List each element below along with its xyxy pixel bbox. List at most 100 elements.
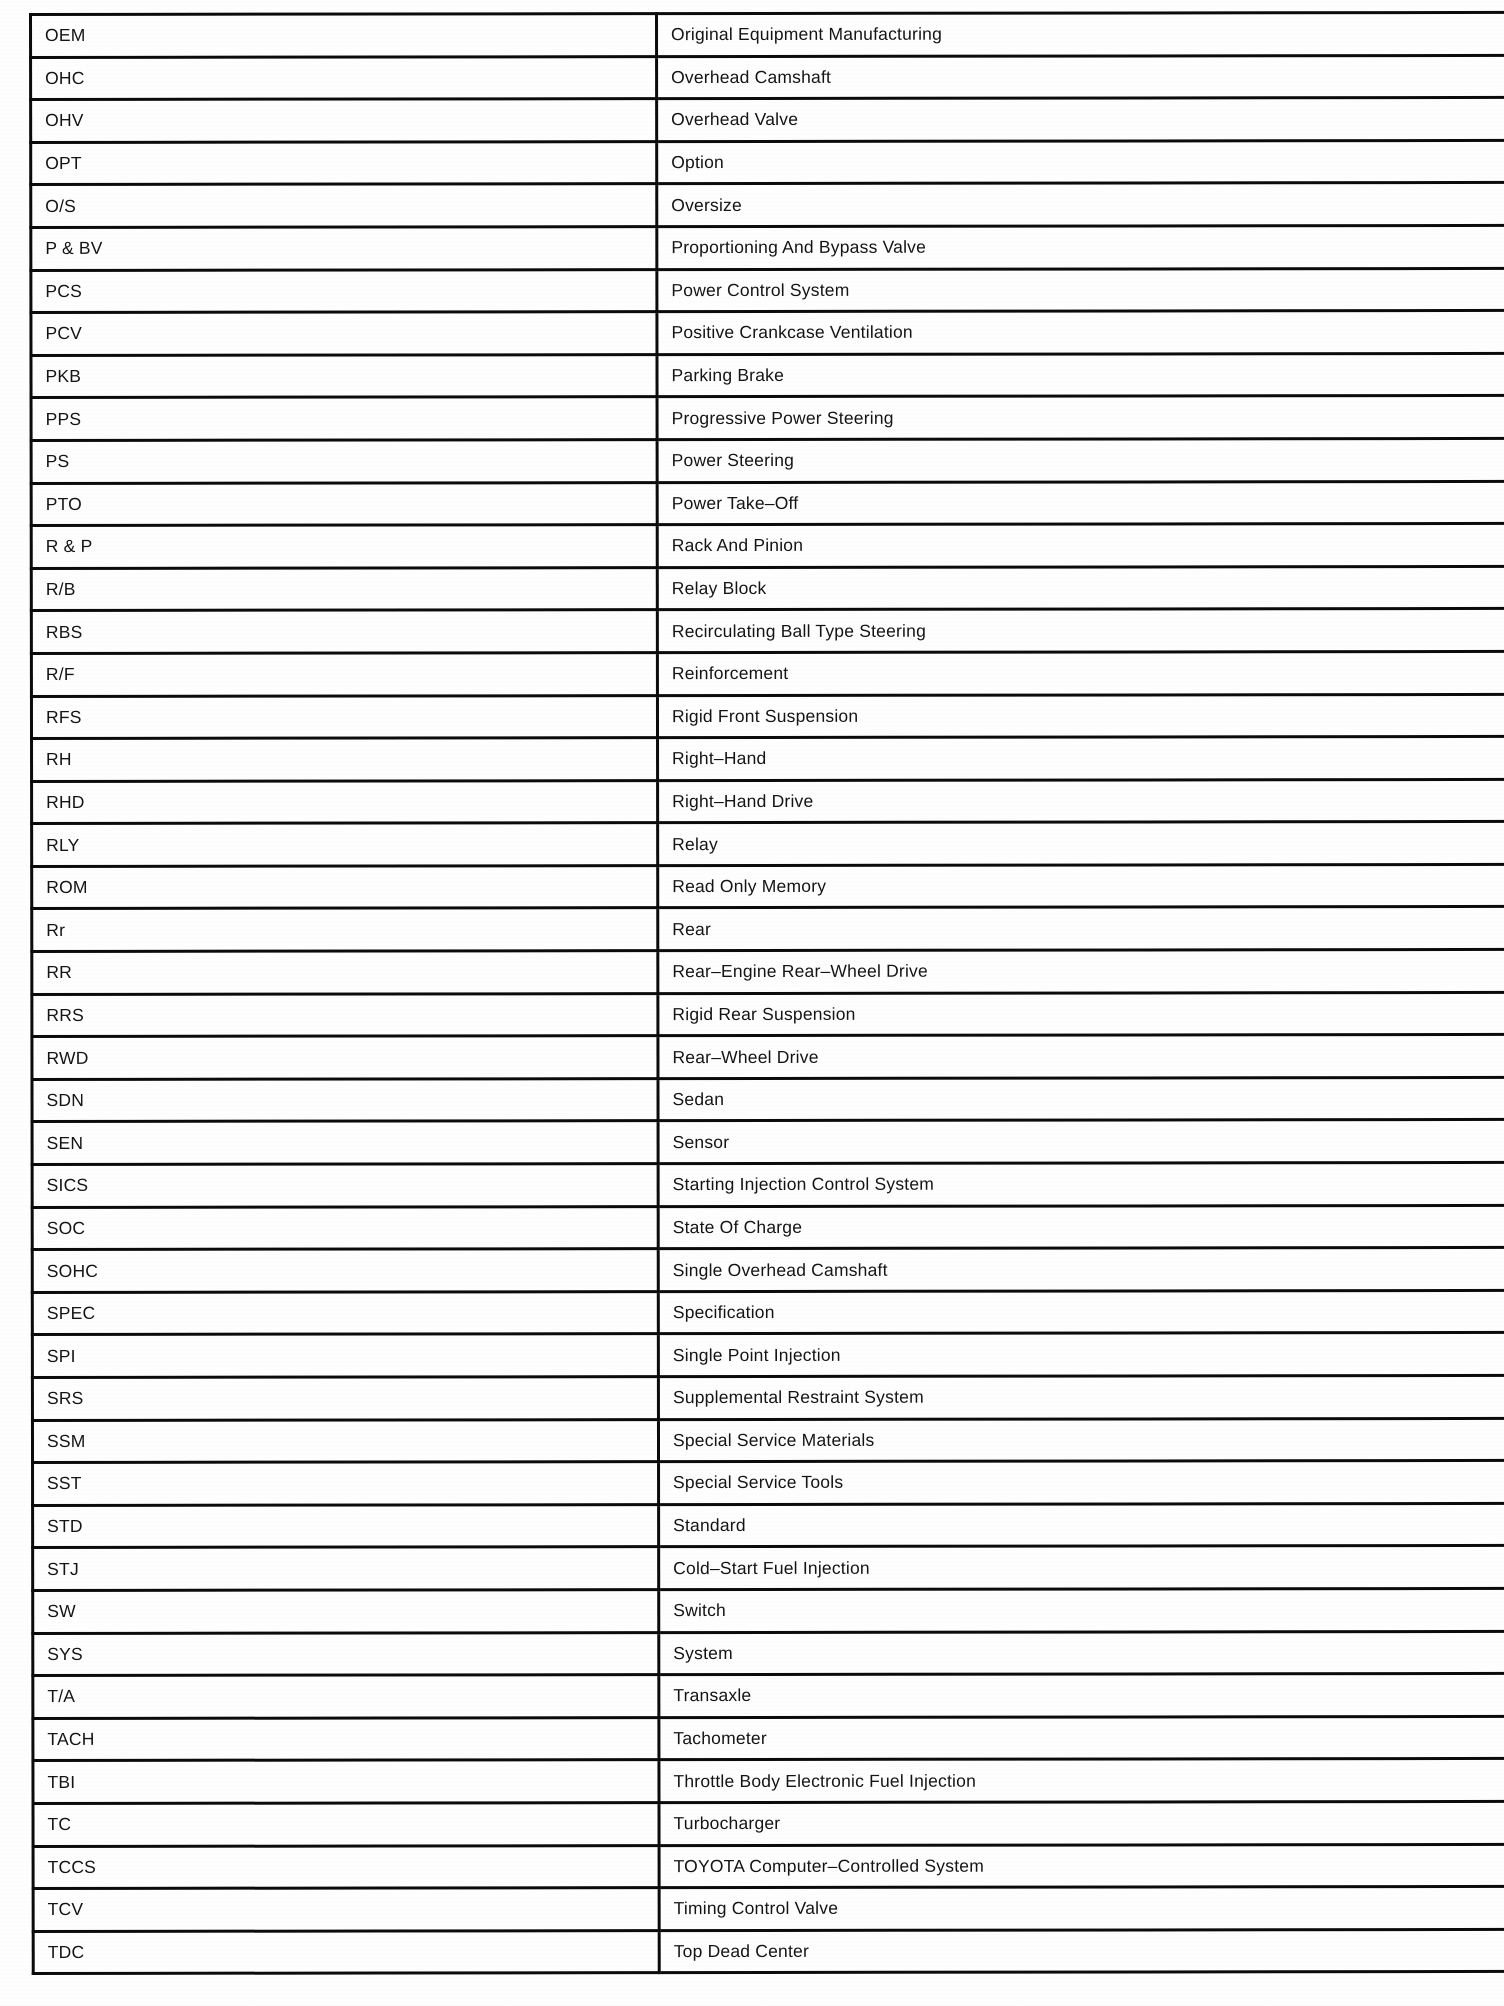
abbreviation-cell: PCS	[30, 269, 657, 313]
meaning-cell: Original Equipment Manufacturing	[656, 12, 1504, 57]
table-row: TBI Throttle Body Electronic Fuel Inject…	[32, 1758, 1504, 1804]
table-row: SDN Sedan	[31, 1077, 1504, 1122]
table-row: RWD Rear–Wheel Drive	[31, 1034, 1504, 1080]
meaning-cell: Right–Hand	[657, 736, 1504, 781]
abbreviation-cell: SICS	[32, 1163, 659, 1208]
meaning-cell: Cold–Start Fuel Injection	[658, 1545, 1504, 1590]
abbreviation-cell: TBI	[32, 1759, 659, 1804]
table-row: PPS Progressive Power Steering	[31, 395, 1504, 441]
table-row: R/B Relay Block	[31, 566, 1504, 611]
abbreviation-cell: O/S	[30, 183, 657, 228]
abbreviation-cell: RLY	[31, 822, 658, 867]
abbreviation-cell: PKB	[30, 354, 658, 398]
table-row: ROM Read Only Memory	[31, 864, 1504, 909]
meaning-cell: Overhead Valve	[656, 97, 1504, 142]
abbreviation-cell: OHV	[30, 98, 657, 143]
abbreviation-cell: SOHC	[32, 1248, 659, 1293]
meaning-cell: Parking Brake	[656, 353, 1504, 397]
table-row: PS Power Steering	[31, 438, 1504, 484]
abbreviation-cell: TC	[32, 1802, 660, 1847]
table-row: RBS Recirculating Ball Type Steering	[31, 608, 1504, 654]
abbreviation-cell: R & P	[31, 524, 658, 569]
table-row: TDC Top Dead Center	[33, 1929, 1504, 1974]
table-row: P & BV Proportioning And Bypass Valve	[30, 225, 1504, 271]
abbreviation-cell: OEM	[30, 13, 657, 58]
meaning-cell: Power Take–Off	[657, 480, 1504, 525]
meaning-cell: System	[658, 1630, 1504, 1675]
meaning-cell: Throttle Body Electronic Fuel Injection	[658, 1758, 1504, 1803]
meaning-cell: Power Steering	[657, 438, 1504, 483]
meaning-cell: Specification	[658, 1290, 1504, 1335]
abbreviation-cell: RH	[31, 737, 658, 782]
meaning-cell: Switch	[658, 1588, 1504, 1633]
meaning-cell: Positive Crankcase Ventilation	[656, 310, 1504, 355]
table-row: PTO Power Take–Off	[31, 480, 1504, 526]
meaning-cell: Option	[656, 140, 1504, 184]
abbreviation-cell: OPT	[30, 141, 657, 185]
table-row: SICS Starting Injection Control System	[32, 1162, 1504, 1208]
table-row: TCV Timing Control Valve	[33, 1886, 1504, 1932]
meaning-cell: TOYOTA Computer–Controlled System	[659, 1843, 1504, 1888]
meaning-cell: Supplemental Restraint System	[658, 1375, 1504, 1420]
table-row: O/S Oversize	[30, 182, 1504, 228]
abbreviation-cell: PPS	[31, 396, 658, 441]
abbreviation-table-body: OEM Original Equipment Manufacturing OHC…	[30, 12, 1504, 1974]
table-row: OHC Overhead Camshaft	[30, 55, 1504, 100]
abbreviation-cell: SPI	[32, 1334, 659, 1378]
abbreviation-cell: STJ	[32, 1546, 659, 1591]
abbreviation-cell: SST	[32, 1461, 659, 1506]
abbreviation-cell: R/B	[31, 567, 658, 611]
meaning-cell: Special Service Materials	[658, 1418, 1504, 1462]
meaning-cell: Special Service Tools	[658, 1460, 1504, 1505]
abbreviation-cell: RR	[31, 950, 658, 995]
meaning-cell: Relay Block	[657, 566, 1504, 610]
table-row: STJ Cold–Start Fuel Injection	[32, 1545, 1504, 1591]
table-row: Rr Rear	[31, 906, 1504, 952]
abbreviation-cell: PS	[31, 439, 658, 484]
meaning-cell: Transaxle	[658, 1673, 1504, 1718]
abbreviation-cell: R/F	[31, 652, 658, 696]
meaning-cell: Sedan	[657, 1077, 1504, 1122]
abbreviation-cell: SDN	[31, 1078, 659, 1122]
table-row: OHV Overhead Valve	[30, 97, 1504, 143]
meaning-cell: Sensor	[658, 1119, 1504, 1164]
meaning-cell: Oversize	[656, 182, 1504, 227]
table-row: RLY Relay	[31, 821, 1504, 867]
meaning-cell: Power Control System	[656, 267, 1504, 312]
abbreviation-cell: SSM	[32, 1419, 659, 1463]
meaning-cell: Rigid Front Suspension	[657, 693, 1504, 738]
meaning-cell: Single Overhead Camshaft	[658, 1247, 1504, 1292]
abbreviation-cell: RRS	[31, 993, 658, 1037]
abbreviation-cell: PCV	[30, 311, 657, 356]
abbreviation-cell: ROM	[31, 865, 658, 909]
table-row: RH Right–Hand	[31, 736, 1504, 782]
meaning-cell: Recirculating Ball Type Steering	[657, 608, 1504, 653]
table-row: PKB Parking Brake	[30, 353, 1504, 398]
table-row: OPT Option	[30, 140, 1504, 185]
table-row: SPI Single Point Injection	[32, 1332, 1504, 1378]
abbreviation-cell: Rr	[31, 908, 658, 952]
table-row: PCV Positive Crankcase Ventilation	[30, 310, 1504, 356]
meaning-cell: Relay	[657, 821, 1504, 866]
meaning-cell: Single Point Injection	[658, 1332, 1504, 1377]
table-row: SEN Sensor	[32, 1119, 1504, 1165]
abbreviation-cell: SPEC	[32, 1291, 659, 1335]
table-row: SST Special Service Tools	[32, 1460, 1504, 1506]
meaning-cell: Right–Hand Drive	[657, 779, 1504, 823]
meaning-cell: Rear–Engine Rear–Wheel Drive	[657, 949, 1504, 994]
abbreviation-cell: OHC	[30, 56, 657, 100]
meaning-cell: Rear	[657, 906, 1504, 951]
table-row: SSM Special Service Materials	[32, 1418, 1504, 1463]
table-row: SW Switch	[32, 1588, 1504, 1634]
meaning-cell: Rear–Wheel Drive	[657, 1034, 1504, 1079]
abbreviation-cell: TACH	[32, 1717, 659, 1761]
table-row: RR Rear–Engine Rear–Wheel Drive	[31, 949, 1504, 995]
table-row: RRS Rigid Rear Suspension	[31, 992, 1504, 1037]
table-row: SPEC Specification	[32, 1290, 1504, 1335]
meaning-cell: Standard	[658, 1503, 1504, 1547]
table-row: RFS Rigid Front Suspension	[31, 693, 1504, 739]
abbreviation-cell: P & BV	[30, 226, 657, 271]
abbreviation-cell: RWD	[31, 1035, 658, 1080]
table-row: R & P Rack And Pinion	[31, 523, 1504, 569]
